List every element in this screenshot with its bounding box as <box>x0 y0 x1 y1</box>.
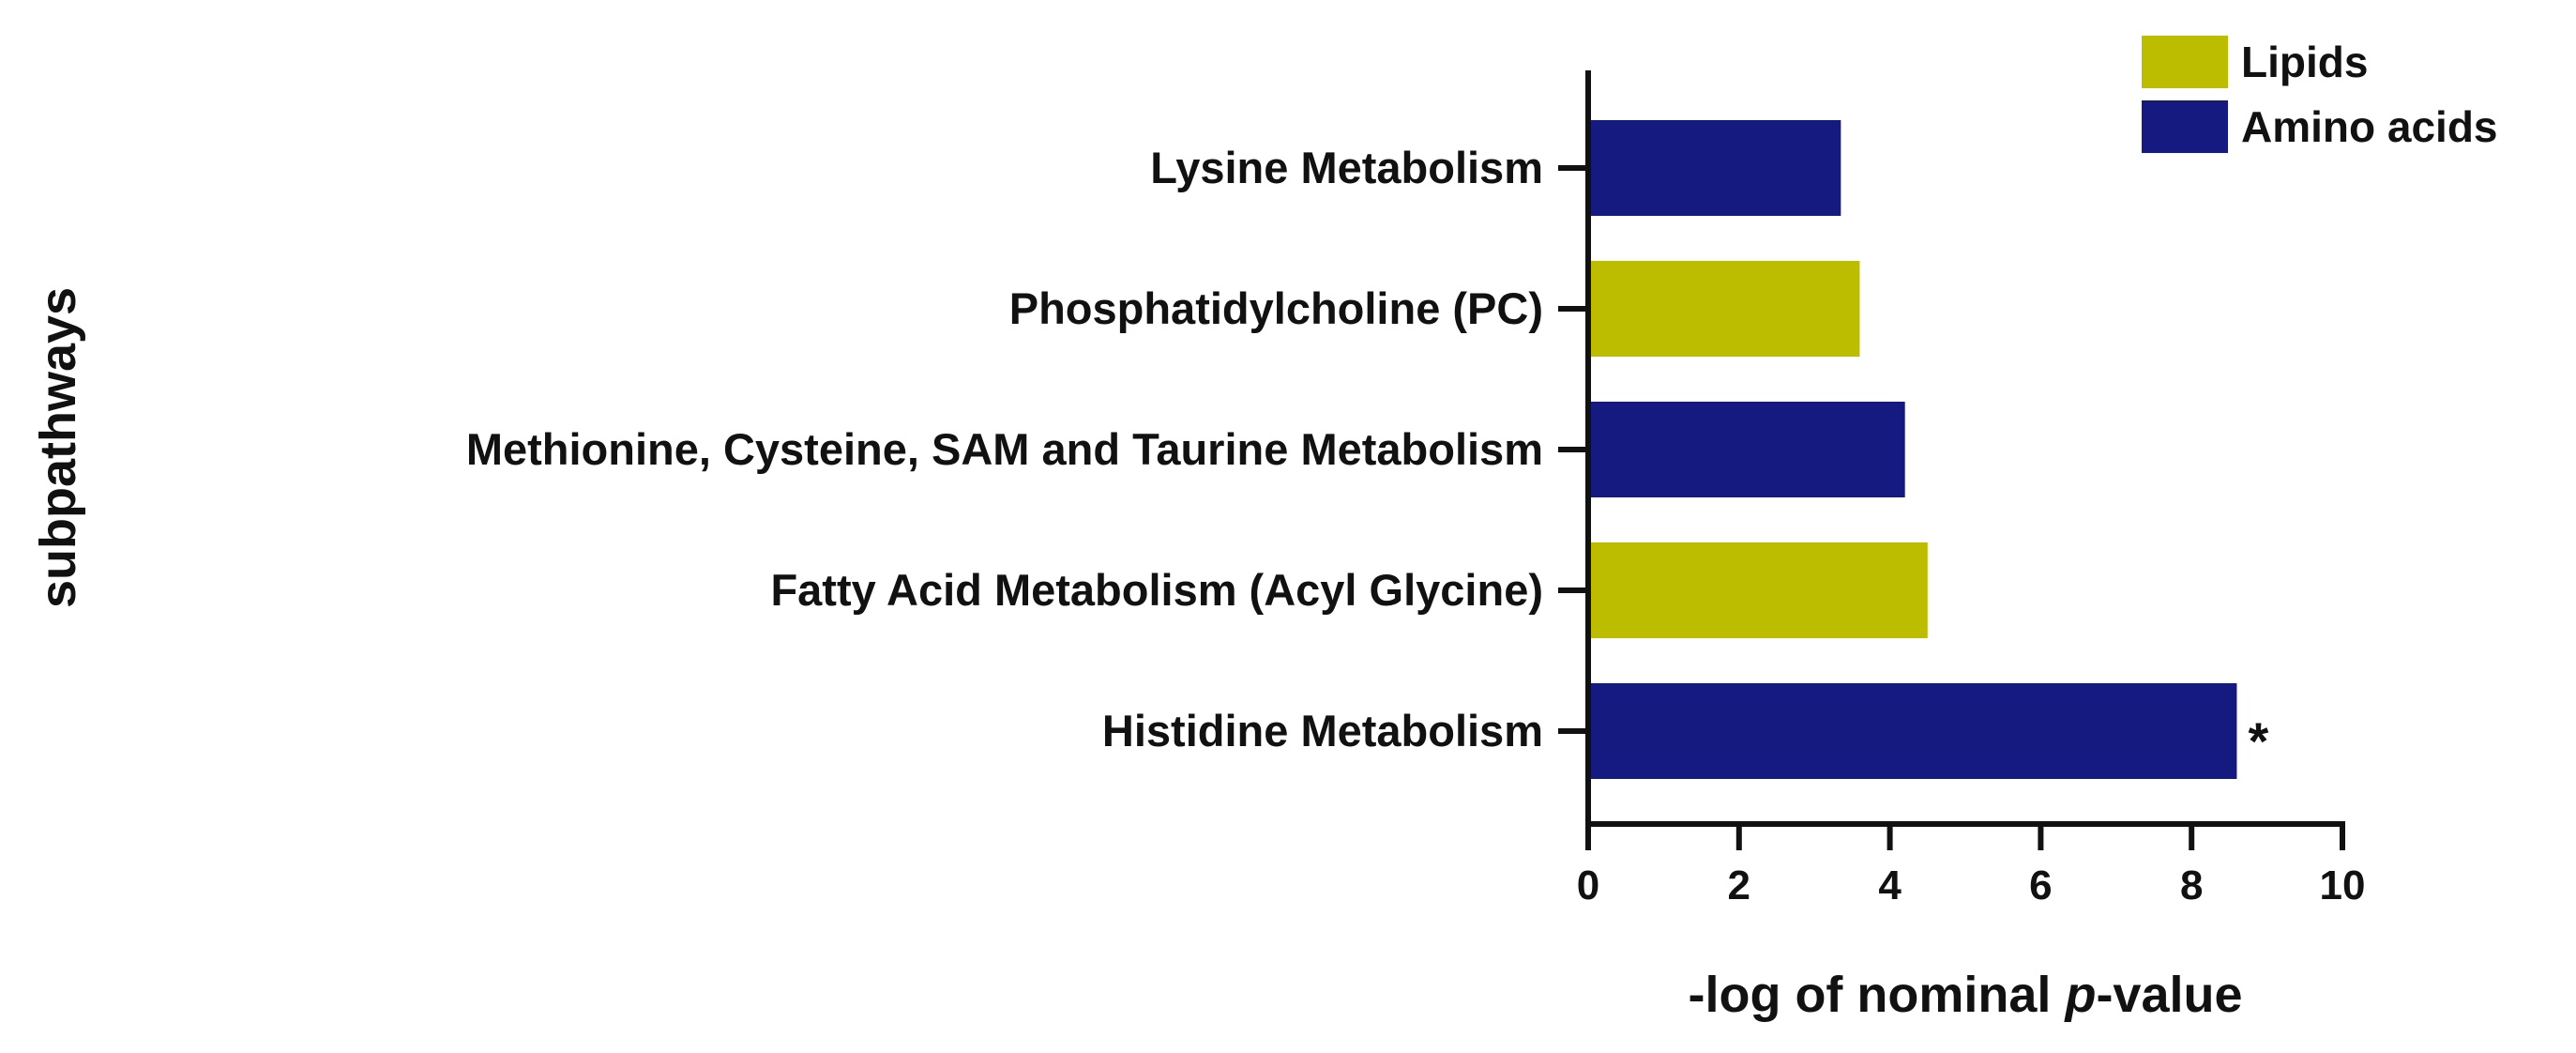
x-axis-title-prefix: -log of nominal <box>1688 967 2065 1023</box>
category-labels: Lysine Metabolism Phosphatidylcholine (PC… <box>466 143 2269 771</box>
category-label-lysine-metabolism: Lysine Metabolism <box>1150 143 1543 192</box>
category-label-fatty-acid-metabolism-acyl-glycine: Fatty Acid Metabolism (Acyl Glycine) <box>770 565 1543 615</box>
y-axis-title: subpathways <box>30 287 86 608</box>
legend-swatch-amino-acids <box>2142 100 2228 153</box>
category-label-methionine-cysteine-sam-and-taurine-metabolism: Methionine, Cysteine, SAM and Taurine Me… <box>466 424 1543 474</box>
bar-fatty-acid-metabolism-acyl-glycine <box>1588 542 1928 638</box>
x-axis-title-suffix: -value <box>2096 967 2242 1023</box>
bar-methionine-cysteine-sam-and-taurine-metabolism <box>1588 402 1905 497</box>
x-tick-label-2: 2 <box>1728 862 1750 908</box>
x-tick-label-10: 10 <box>2320 862 2366 908</box>
legend-swatch-lipids <box>2142 36 2228 88</box>
bar-histidine-metabolism <box>1588 683 2237 779</box>
legend-label-lipids: Lipids <box>2241 38 2368 86</box>
category-label-histidine-metabolism: Histidine Metabolism <box>1102 706 1543 755</box>
x-axis-title: -log of nominal p-value <box>1688 967 2242 1023</box>
legend: Lipids Amino acids <box>2142 36 2498 153</box>
x-axis-ticks: 0 2 4 6 8 10 <box>1577 824 2366 908</box>
x-axis-title-italic: p <box>2063 967 2096 1023</box>
bar-phosphatidylcholine-pc <box>1588 261 1860 357</box>
x-tick-label-8: 8 <box>2180 862 2203 908</box>
bar-lysine-metabolism <box>1588 120 1841 216</box>
legend-label-amino-acids: Amino acids <box>2241 102 2498 151</box>
x-tick-label-6: 6 <box>2029 862 2052 908</box>
category-label-phosphatidylcholine-pc: Phosphatidylcholine (PC) <box>1009 283 1543 333</box>
significance-marker: * <box>2248 711 2268 771</box>
axes <box>1558 70 2345 827</box>
x-tick-label-4: 4 <box>1878 862 1902 908</box>
x-tick-label-0: 0 <box>1577 862 1599 908</box>
bars-layer <box>1588 120 2237 779</box>
